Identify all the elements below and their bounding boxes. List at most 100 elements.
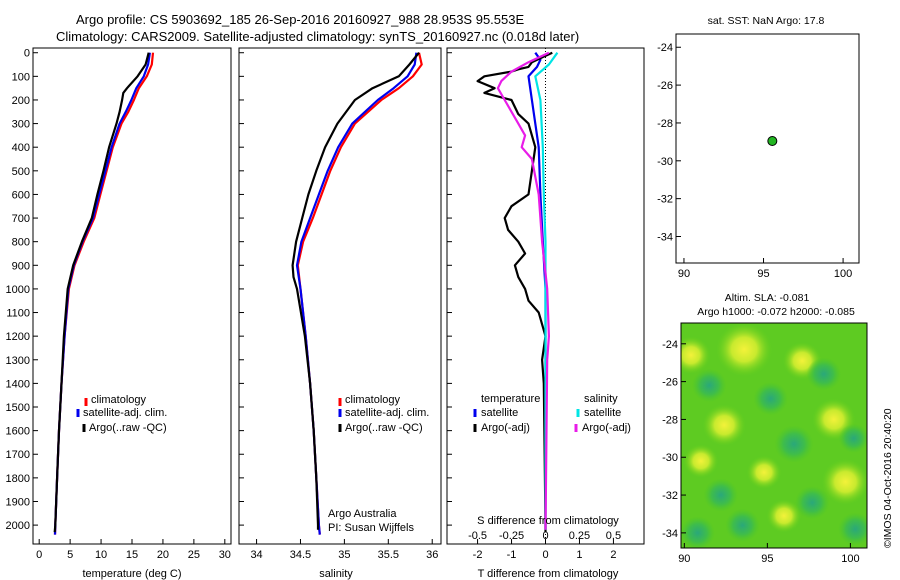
x-tick-label: 36 bbox=[426, 549, 438, 561]
sla-high-anomaly bbox=[716, 323, 773, 377]
sla-low-anomaly bbox=[691, 368, 727, 403]
argo-float-position-marker bbox=[767, 135, 778, 146]
salinity-x-axis: 34 34.5 35 35.5 36 bbox=[239, 52, 438, 561]
legend-climatology-label: climatology bbox=[91, 394, 147, 406]
difference-series bbox=[476, 51, 559, 533]
location-map-title: sat. SST: NaN Argo: 17.8 bbox=[708, 15, 825, 27]
y-tick-label: -24 bbox=[657, 42, 673, 54]
series-argo-raw-qc- bbox=[53, 52, 150, 533]
x-tick-label: 15 bbox=[126, 549, 138, 561]
y-tick-label: -32 bbox=[662, 490, 678, 502]
x-tick-label: -2 bbox=[473, 549, 483, 561]
y-tick-label: -26 bbox=[657, 80, 673, 92]
legend-temperature-title: temperature bbox=[481, 393, 540, 405]
location-map-x-axis: 90 95 100 bbox=[678, 258, 852, 280]
y-tick-label: 400 bbox=[12, 142, 30, 154]
y-tick-label: -24 bbox=[662, 339, 678, 351]
y-tick-label: 800 bbox=[12, 237, 30, 249]
y-tick-label: -28 bbox=[662, 414, 678, 426]
y-tick-label: -32 bbox=[657, 194, 673, 206]
y-tick-label: -30 bbox=[662, 452, 678, 464]
salinity-panel: 34 34.5 35 35.5 36 salinity climatology sate… bbox=[238, 47, 442, 580]
series-temperature-satellite bbox=[527, 52, 547, 530]
x-tick-label: 10 bbox=[95, 549, 107, 561]
salinity-legend: climatology satellite-adj. clim. Argo(..… bbox=[338, 394, 429, 434]
x-tick-label: 35.5 bbox=[378, 549, 399, 561]
x-tick-label: 2 bbox=[610, 549, 616, 561]
sla-high-anomaly bbox=[766, 499, 802, 533]
salinity-axes-box bbox=[238, 47, 442, 545]
x-tick-label: 90 bbox=[678, 268, 690, 280]
y-tick-label: 1000 bbox=[6, 284, 30, 296]
s-difference-ticks: -0.5 -0.25 0 0.25 0.5 bbox=[468, 530, 621, 542]
legend-satellite-label: satellite-adj. clim. bbox=[83, 407, 167, 419]
y-tick-label: -34 bbox=[657, 232, 673, 244]
x-tick-label: -1 bbox=[507, 549, 517, 561]
s-diff-tick-label: 0.25 bbox=[569, 530, 590, 542]
s-diff-tick-label: -0.25 bbox=[499, 530, 524, 542]
y-tick-label: 1500 bbox=[6, 402, 30, 414]
x-tick-label: 30 bbox=[219, 549, 231, 561]
annotation-line2: PI: Susan Wijffels bbox=[328, 522, 414, 534]
s-diff-tick-label: -0.5 bbox=[468, 530, 487, 542]
temperature-panel: 0100200300400500600700800900100011001200… bbox=[6, 47, 232, 580]
t-difference-x-axis: -2 -1 0 1 2 bbox=[447, 52, 616, 561]
x-tick-label: 95 bbox=[757, 268, 769, 280]
salinity-series bbox=[291, 52, 423, 535]
y-tick-label: 1100 bbox=[6, 308, 30, 320]
location-map-points bbox=[767, 135, 778, 146]
sla-low-anomaly bbox=[681, 516, 715, 548]
sla-low-anomaly bbox=[794, 485, 830, 520]
location-map-y-axis: -24 -26 -28 -30 -32 -34 bbox=[657, 42, 681, 244]
annotation-line1: Argo Australia bbox=[328, 508, 397, 520]
s-diff-tick-label: 0 bbox=[542, 530, 548, 542]
s-difference-axis-label: S difference from climatology bbox=[477, 515, 619, 527]
series-salinity-argo-adj- bbox=[496, 51, 551, 530]
y-tick-label: 200 bbox=[12, 95, 30, 107]
sla-low-anomaly bbox=[838, 512, 867, 546]
sla-high-anomaly bbox=[683, 444, 719, 478]
x-tick-label: 35 bbox=[338, 549, 350, 561]
y-tick-label: 300 bbox=[12, 119, 30, 131]
sla-low-anomaly bbox=[725, 508, 760, 542]
y-tick-label: 1900 bbox=[6, 496, 30, 508]
sla-high-anomaly bbox=[702, 404, 746, 446]
sla-high-anomaly bbox=[746, 455, 782, 490]
x-tick-label: 34 bbox=[250, 549, 262, 561]
y-tick-label: -28 bbox=[657, 118, 673, 130]
legend-temp-satellite-label: satellite bbox=[481, 407, 518, 419]
altimetry-panel: Altim. SLA: -0.081 Argo h1000: -0.072 h2… bbox=[662, 292, 868, 565]
altimetry-y-axis: -24 -26 -28 -30 -32 -34 bbox=[662, 339, 686, 540]
y-tick-label: 500 bbox=[12, 166, 30, 178]
legend-temp-argo-label: Argo(-adj) bbox=[481, 422, 530, 434]
y-tick-label: 1300 bbox=[6, 355, 30, 367]
x-tick-label: 1 bbox=[576, 549, 582, 561]
y-tick-label: 0 bbox=[24, 48, 30, 60]
legend-sal-satellite-label: satellite bbox=[584, 407, 621, 419]
y-tick-label: 1800 bbox=[6, 473, 30, 485]
y-tick-label: 1700 bbox=[6, 449, 30, 461]
t-difference-x-axis-label: T difference from climatology bbox=[478, 568, 619, 580]
sla-high-anomaly bbox=[681, 336, 711, 374]
x-tick-label: 100 bbox=[834, 268, 852, 280]
imos-credit: ©IMOS 04-Oct-2016 20:40:20 bbox=[882, 408, 894, 548]
legend-climatology-label: climatology bbox=[345, 394, 401, 406]
legend-argo-label: Argo(..raw -QC) bbox=[345, 422, 423, 434]
s-diff-tick-label: 0.5 bbox=[606, 530, 621, 542]
y-tick-label: -34 bbox=[662, 528, 678, 540]
x-tick-label: 20 bbox=[157, 549, 169, 561]
series-salinity-satellite bbox=[534, 52, 559, 530]
sla-low-anomaly bbox=[774, 425, 814, 463]
figure-title-line1: Argo profile: CS 5903692_185 26-Sep-2016… bbox=[76, 12, 524, 27]
y-tick-label: 2000 bbox=[6, 520, 30, 532]
y-tick-label: 600 bbox=[12, 189, 30, 201]
location-map-panel: sat. SST: NaN Argo: 17.8 -24 -26 -28 -30 -32… bbox=[657, 15, 860, 280]
temperature-axes-box bbox=[32, 47, 232, 545]
temperature-x-axis-label: temperature (deg C) bbox=[82, 568, 181, 580]
altimetry-field bbox=[681, 323, 867, 548]
sla-high-anomaly bbox=[821, 458, 867, 505]
altimetry-x-axis: 90 95 100 bbox=[678, 543, 860, 565]
y-tick-label: -30 bbox=[657, 156, 673, 168]
y-tick-label: 1600 bbox=[6, 426, 30, 438]
